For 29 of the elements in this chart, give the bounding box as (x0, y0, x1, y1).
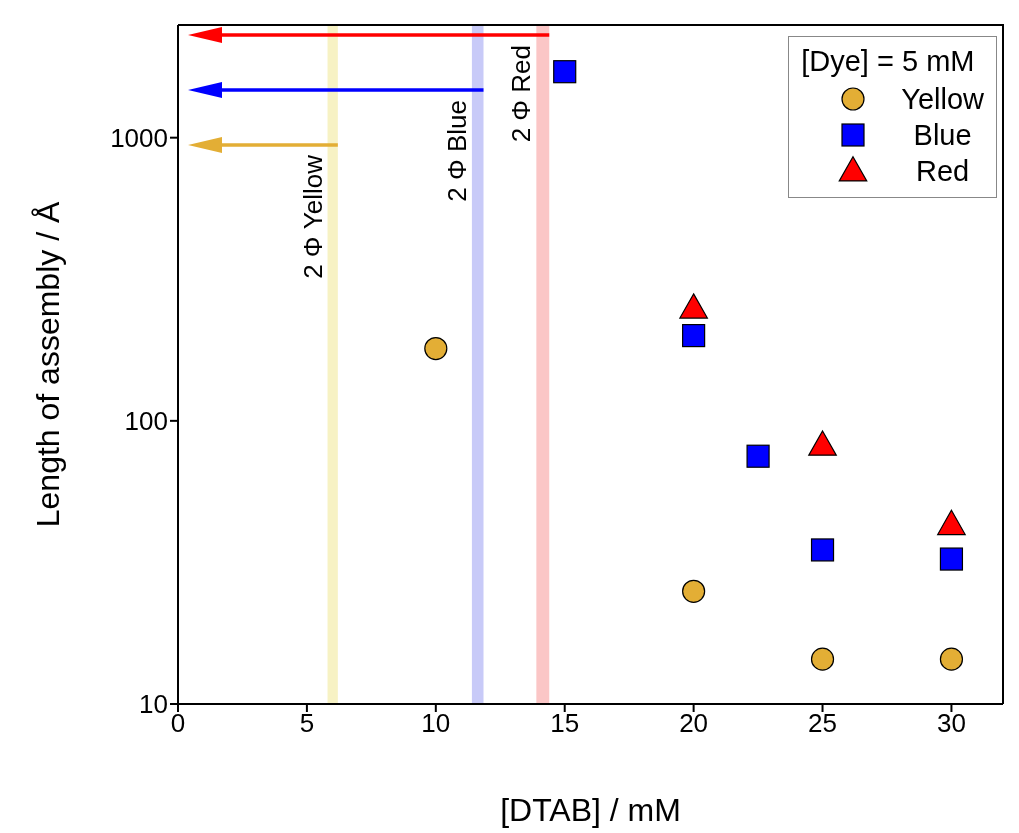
x-axis-title: [DTAB] / mM (500, 792, 681, 828)
legend-label: Yellow (901, 82, 984, 117)
legend-label: Red (915, 154, 971, 189)
legend-title: [Dye] = 5 mM (801, 44, 976, 79)
y-tick-label: 10 (139, 689, 168, 720)
point (939, 547, 964, 571)
point (682, 324, 706, 348)
point (810, 647, 835, 671)
point (553, 60, 577, 84)
point (810, 538, 835, 562)
legend-label: Blue (912, 118, 973, 153)
x-tick-label: 15 (550, 708, 580, 739)
x-tick-label: 10 (421, 708, 451, 739)
point (939, 647, 964, 671)
band-label: 2 Φ Yellow (297, 154, 328, 279)
y-axis-title: Length of assembly / Å (30, 201, 67, 528)
x-tick-label: 20 (679, 708, 709, 739)
y-tick-label: 1000 (110, 122, 168, 153)
point (424, 336, 448, 361)
band-label: 2 Φ Blue (441, 100, 472, 202)
x-tick-label: 5 (299, 708, 315, 739)
point (937, 509, 966, 536)
point (682, 579, 706, 603)
x-tick-label: 30 (936, 708, 966, 739)
x-tick-label: 25 (808, 708, 837, 739)
y-tick-label: 100 (124, 406, 168, 437)
band-label: 2 Φ Red (506, 45, 537, 143)
point (746, 444, 770, 468)
x-tick-label: 0 (170, 708, 186, 739)
